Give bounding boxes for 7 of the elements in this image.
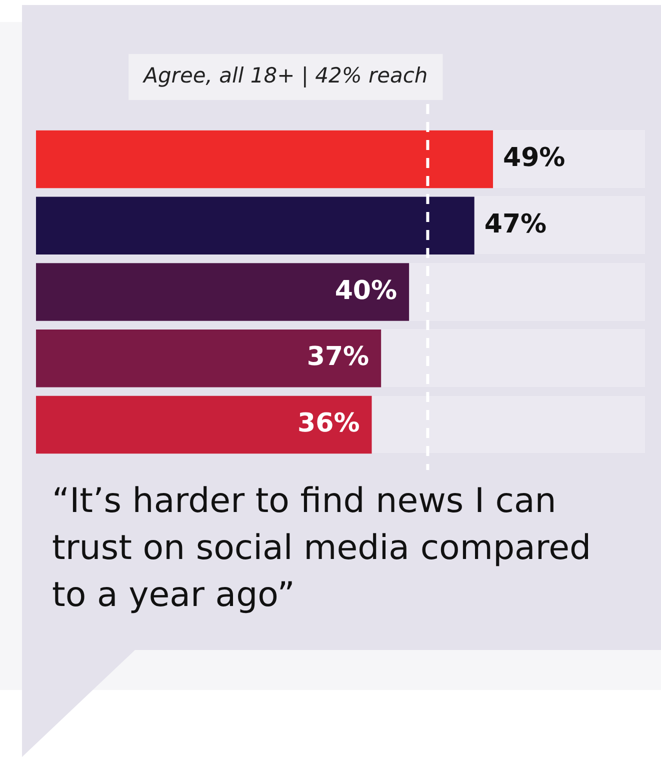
data-label: 47% <box>484 209 547 240</box>
data-label: 40% <box>334 276 398 306</box>
data-label: 36% <box>298 408 360 439</box>
data-label: 49% <box>503 142 566 173</box>
text: “It’s harder to find news I can trust on social media compared to a year ago” <box>52 480 592 617</box>
data-label: 37% <box>306 342 370 372</box>
ref-line-label: Agree, all 18+ | 42% reach <box>142 63 428 88</box>
